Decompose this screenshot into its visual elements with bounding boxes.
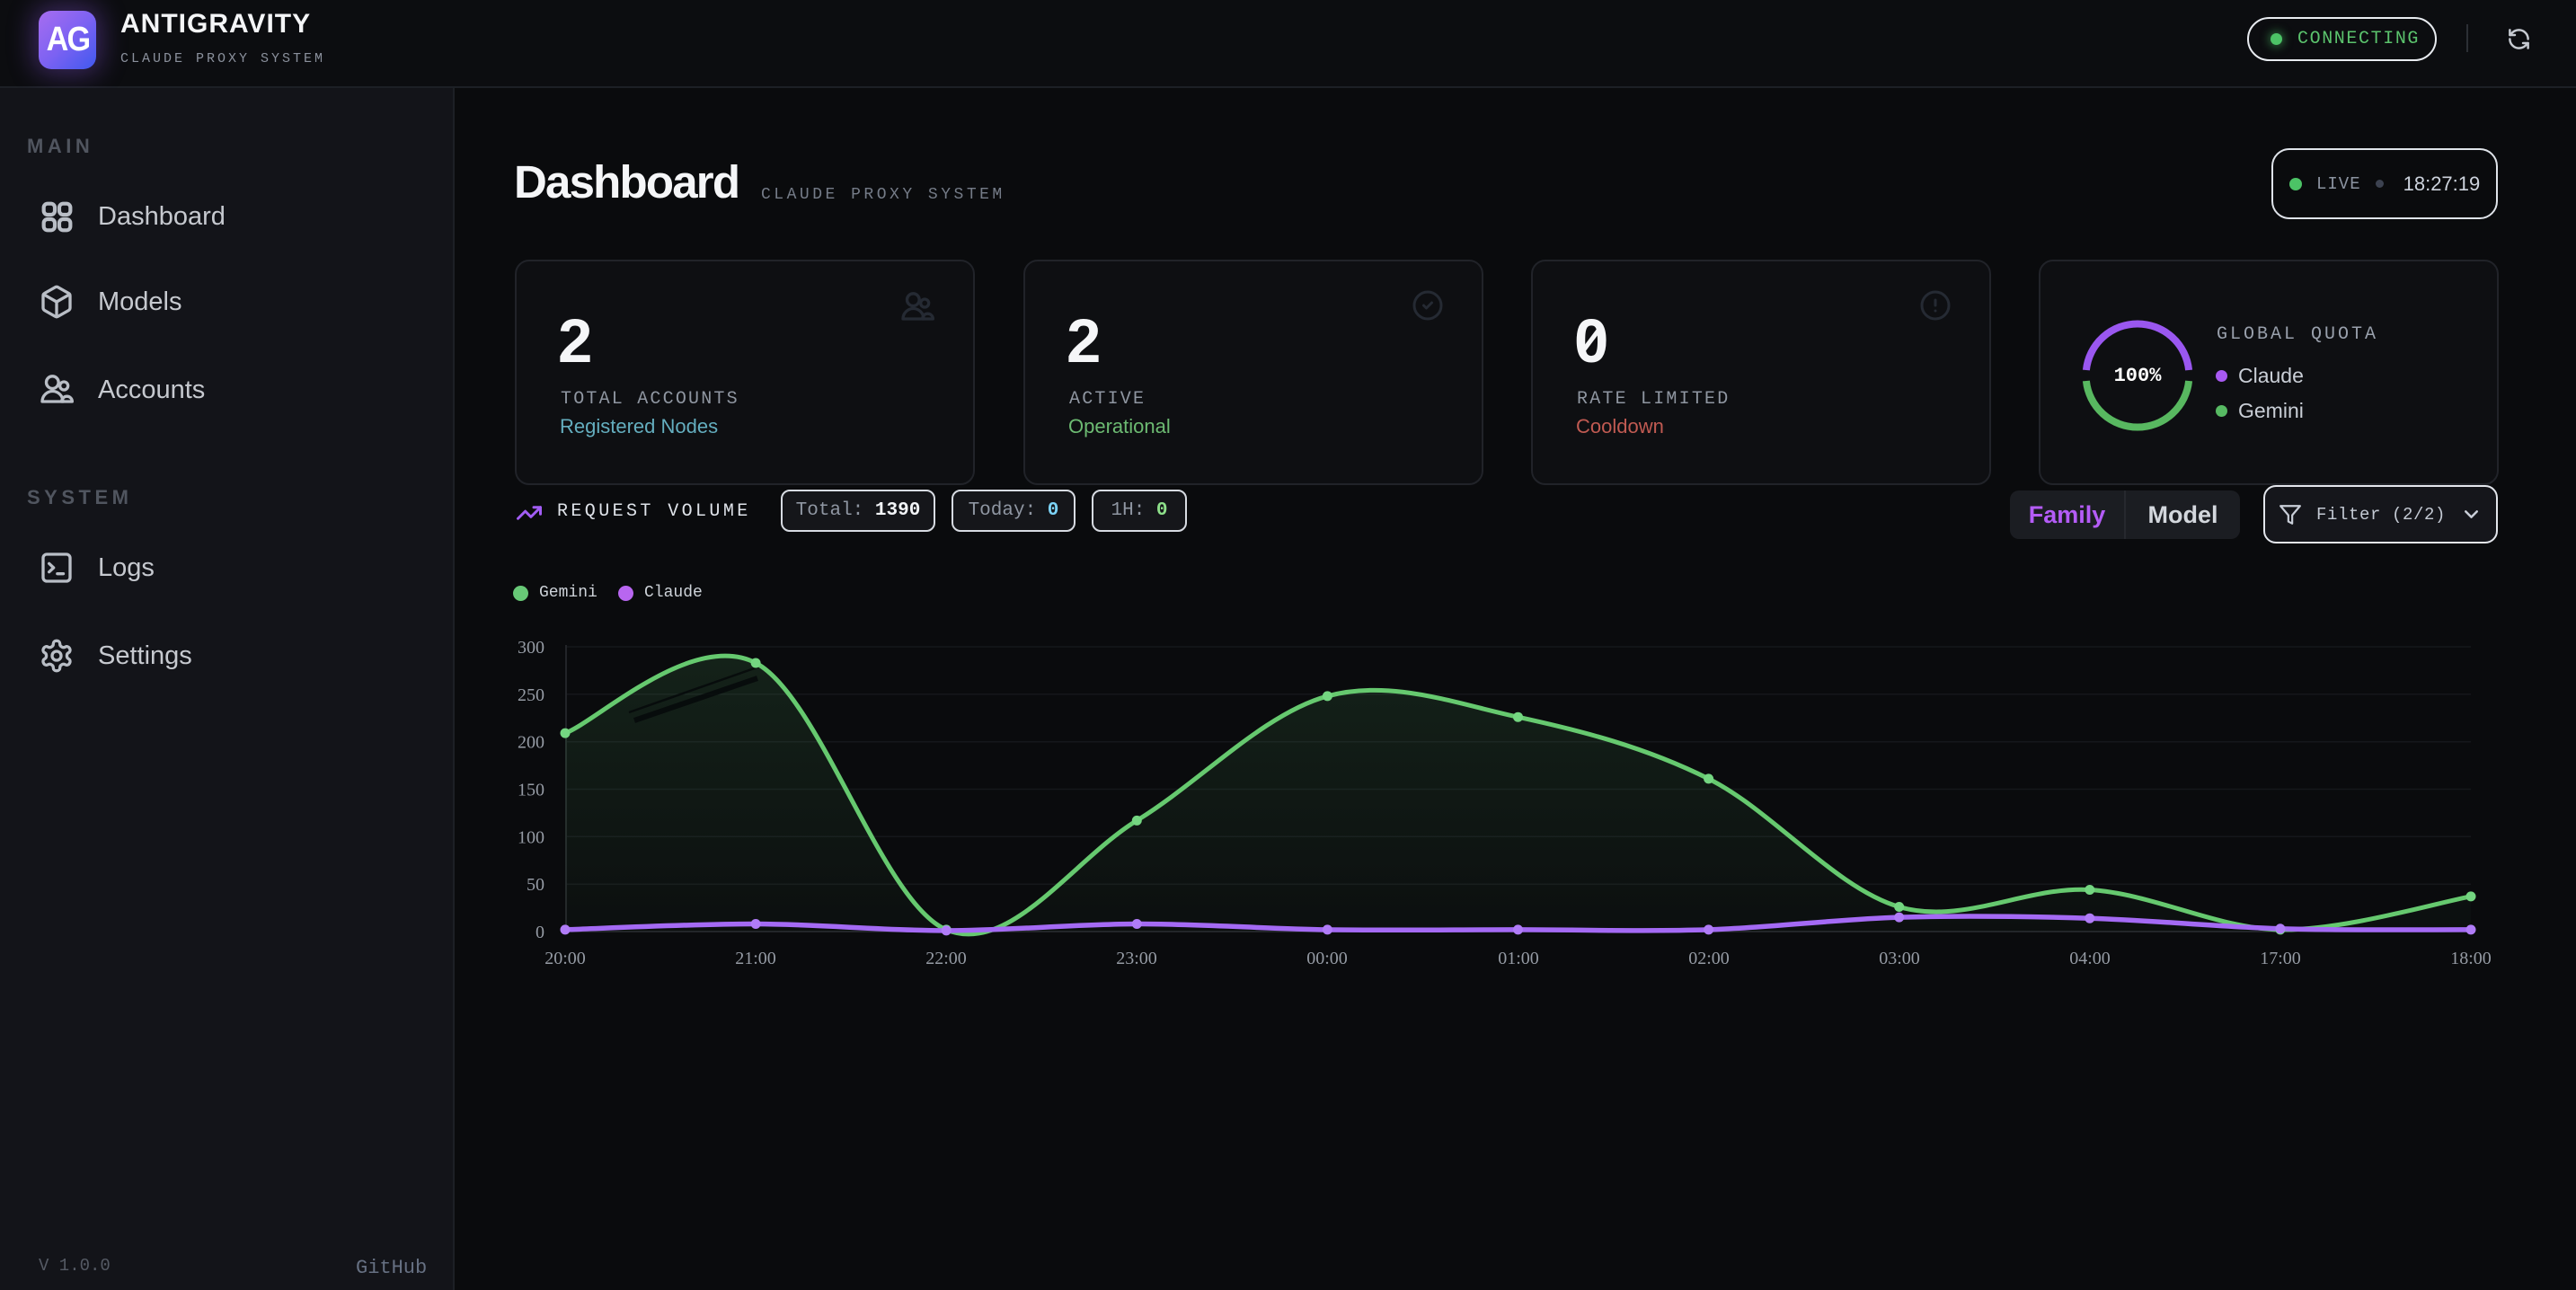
svg-text:100: 100 [518,827,544,847]
svg-text:20:00: 20:00 [544,949,586,968]
svg-text:300: 300 [518,638,544,658]
svg-text:02:00: 02:00 [1688,949,1730,968]
svg-text:04:00: 04:00 [2069,949,2111,968]
svg-text:250: 250 [518,685,544,705]
svg-text:01:00: 01:00 [1498,949,1539,968]
svg-text:200: 200 [518,733,544,753]
svg-text:0: 0 [536,923,544,942]
svg-text:00:00: 00:00 [1306,949,1348,968]
svg-text:23:00: 23:00 [1116,949,1157,968]
svg-text:150: 150 [518,781,544,800]
svg-text:03:00: 03:00 [1879,949,1920,968]
svg-text:22:00: 22:00 [925,949,967,968]
svg-text:17:00: 17:00 [2260,949,2301,968]
svg-text:50: 50 [527,875,544,895]
svg-text:21:00: 21:00 [735,949,776,968]
svg-text:18:00: 18:00 [2450,949,2492,968]
